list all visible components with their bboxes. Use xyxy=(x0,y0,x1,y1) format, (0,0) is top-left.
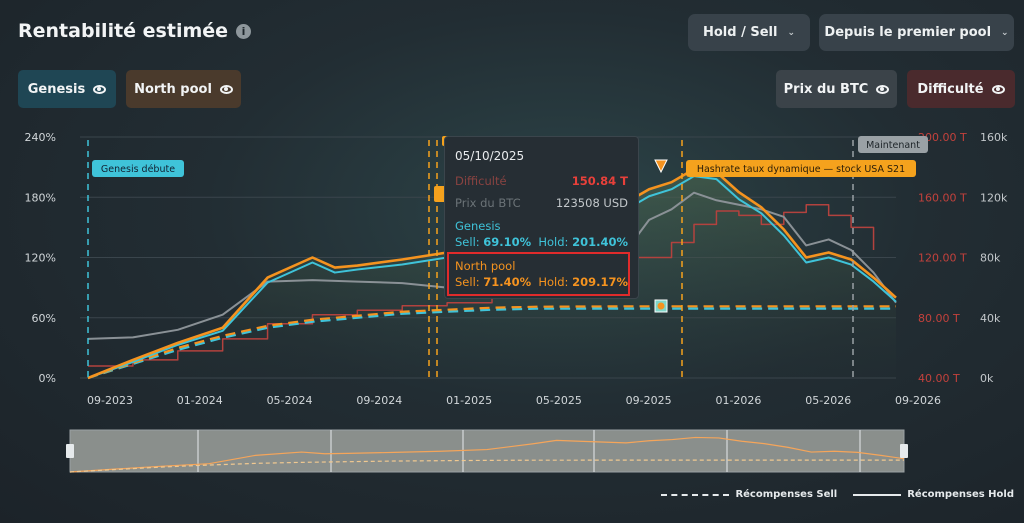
tooltip-genesis-sell-label: Sell: xyxy=(455,235,484,249)
y-tick-label: 60% xyxy=(32,312,56,325)
tooltip-north-label-row: North pool xyxy=(455,259,628,273)
legend-hold[interactable]: Récompenses Hold xyxy=(853,489,1014,500)
y-btc-tick-label: 0k xyxy=(980,372,994,385)
toggle-genesis[interactable]: Genesis xyxy=(18,70,116,108)
toggle-genesis-label: Genesis xyxy=(27,81,86,97)
y-tick-label: 0% xyxy=(39,372,56,385)
y-diff-tick-label: 40.00 T xyxy=(918,372,960,385)
y-btc-tick-label: 80k xyxy=(980,252,1001,265)
chart-legend: Récompenses Sell Récompenses Hold xyxy=(661,489,1014,500)
y-btc-tick-label: 40k xyxy=(980,312,1001,325)
x-tick-label: 09-2023 xyxy=(87,394,133,407)
tooltip-genesis-hold: 201.40% xyxy=(572,235,628,249)
genesis-start-text: Genesis débute xyxy=(101,164,175,175)
x-tick-label: 01-2025 xyxy=(446,394,492,407)
tooltip-genesis-row: Sell: 69.10% Hold: 201.40% xyxy=(455,235,628,249)
y-diff-tick-label: 120.00 T xyxy=(918,252,967,265)
hashrate-badge xyxy=(686,160,916,177)
tooltip-btc-row: Prix du BTC 123508 USD xyxy=(455,196,628,210)
x-tick-label: 05-2026 xyxy=(805,394,851,407)
x-tick-label: 05-2025 xyxy=(536,394,582,407)
chart-axes: 0% 60% 120% 180% 240% 40.00 T 80.00 T 120.00 T 1… xyxy=(25,131,1008,407)
x-tick-label: 05-2024 xyxy=(267,394,313,407)
eye-icon xyxy=(219,84,233,94)
eye-icon xyxy=(876,84,890,94)
toggle-difficulty[interactable]: Difficulté xyxy=(907,70,1015,108)
legend-hold-swatch xyxy=(853,493,902,496)
legend-sell-label: Récompenses Sell xyxy=(735,489,838,500)
genesis-start-badge xyxy=(92,160,184,177)
tooltip-date: 05/10/2025 xyxy=(455,149,525,163)
range-navigator xyxy=(66,429,908,473)
y-btc-tick-label: 160k xyxy=(980,131,1008,144)
x-tick-label: 09-2024 xyxy=(356,394,402,407)
y-tick-label: 240% xyxy=(25,131,56,144)
y-btc-tick-label: 120k xyxy=(980,191,1008,204)
event-badge xyxy=(434,186,446,202)
tooltip-difficulty-value: 150.84 T xyxy=(571,174,628,188)
legend-hold-label: Récompenses Hold xyxy=(907,489,1014,500)
x-tick-label: 09-2026 xyxy=(895,394,941,407)
tooltip-genesis-hold-label: Hold: xyxy=(538,235,573,249)
chevron-down-icon: ⌄ xyxy=(1001,27,1009,38)
genesis-sell-line xyxy=(87,307,896,380)
tooltip-north-row: Sell: 71.40% Hold: 209.17% xyxy=(455,275,628,289)
navigator-handle-right[interactable] xyxy=(900,444,908,458)
x-tick-label: 09-2025 xyxy=(626,394,672,407)
chart-annotations: Genesis débute Maintenant Hashrate taux dy… xyxy=(87,136,928,380)
now-text: Maintenant xyxy=(866,140,920,151)
y-tick-label: 120% xyxy=(25,252,56,265)
period-select-label: Depuis le premier pool xyxy=(824,25,992,40)
eye-icon xyxy=(93,84,107,94)
tooltip-north-hold-label: Hold: xyxy=(538,275,573,289)
chart-tooltip: 05/10/2025 Difficulté 150.84 T Prix du B… xyxy=(444,136,639,299)
tooltip-north-sell-label: Sell: xyxy=(455,275,484,289)
hold-sell-select[interactable]: Hold / Sell ⌄ xyxy=(688,14,810,51)
chevron-down-icon: ⌄ xyxy=(787,27,795,38)
now-badge xyxy=(858,136,928,153)
page-title-text: Rentabilité estimée xyxy=(18,20,229,42)
north-pool-sell-line xyxy=(87,305,896,380)
toggle-north-pool-label: North pool xyxy=(134,81,212,97)
eye-icon xyxy=(991,84,1005,94)
page-title: Rentabilité estimée i xyxy=(18,20,252,42)
toggle-north-pool[interactable]: North pool xyxy=(126,70,241,108)
tooltip-difficulty-row: Difficulté 150.84 T xyxy=(455,174,628,188)
navigator-handle-left[interactable] xyxy=(66,444,74,458)
hover-marker-dot xyxy=(657,302,665,310)
tooltip-btc-label: Prix du BTC xyxy=(455,196,521,210)
navigator-sell-line xyxy=(69,459,904,473)
legend-sell[interactable]: Récompenses Sell xyxy=(661,489,837,500)
y-diff-tick-label: 200.00 T xyxy=(918,131,967,144)
hashrate-text: Hashrate taux dynamique — stock USA S21 xyxy=(697,164,905,175)
period-select[interactable]: Depuis le premier pool ⌄ xyxy=(819,14,1014,51)
tooltip-genesis-label-row: Genesis xyxy=(455,219,628,233)
tooltip-genesis-sell: 69.10% xyxy=(483,235,532,249)
tooltip-btc-value: 123508 USD xyxy=(555,196,628,210)
y-tick-label: 180% xyxy=(25,191,56,204)
tooltip-genesis-label: Genesis xyxy=(455,219,501,233)
tooltip-north-hold: 209.17% xyxy=(572,275,628,289)
tooltip-north-pool-highlight xyxy=(447,252,630,296)
toggle-btc-price-label: Prix du BTC xyxy=(783,81,869,97)
navigator-frame xyxy=(69,429,905,473)
tooltip-north-label: North pool xyxy=(455,259,516,273)
x-tick-label: 01-2026 xyxy=(715,394,761,407)
info-icon[interactable]: i xyxy=(236,23,252,39)
x-tick-label: 01-2024 xyxy=(177,394,223,407)
navigator-hold-line xyxy=(69,436,905,473)
y-diff-tick-label: 80.00 T xyxy=(918,312,960,325)
tooltip-difficulty-label: Difficulté xyxy=(455,174,507,188)
y-diff-tick-label: 160.00 T xyxy=(918,191,967,204)
hover-marker-top xyxy=(654,159,668,174)
tooltip-north-sell: 71.40% xyxy=(483,275,532,289)
legend-sell-swatch xyxy=(661,493,730,496)
toggle-difficulty-label: Difficulté xyxy=(917,81,984,97)
toggle-btc-price[interactable]: Prix du BTC xyxy=(776,70,897,108)
hold-sell-select-label: Hold / Sell xyxy=(702,25,778,40)
